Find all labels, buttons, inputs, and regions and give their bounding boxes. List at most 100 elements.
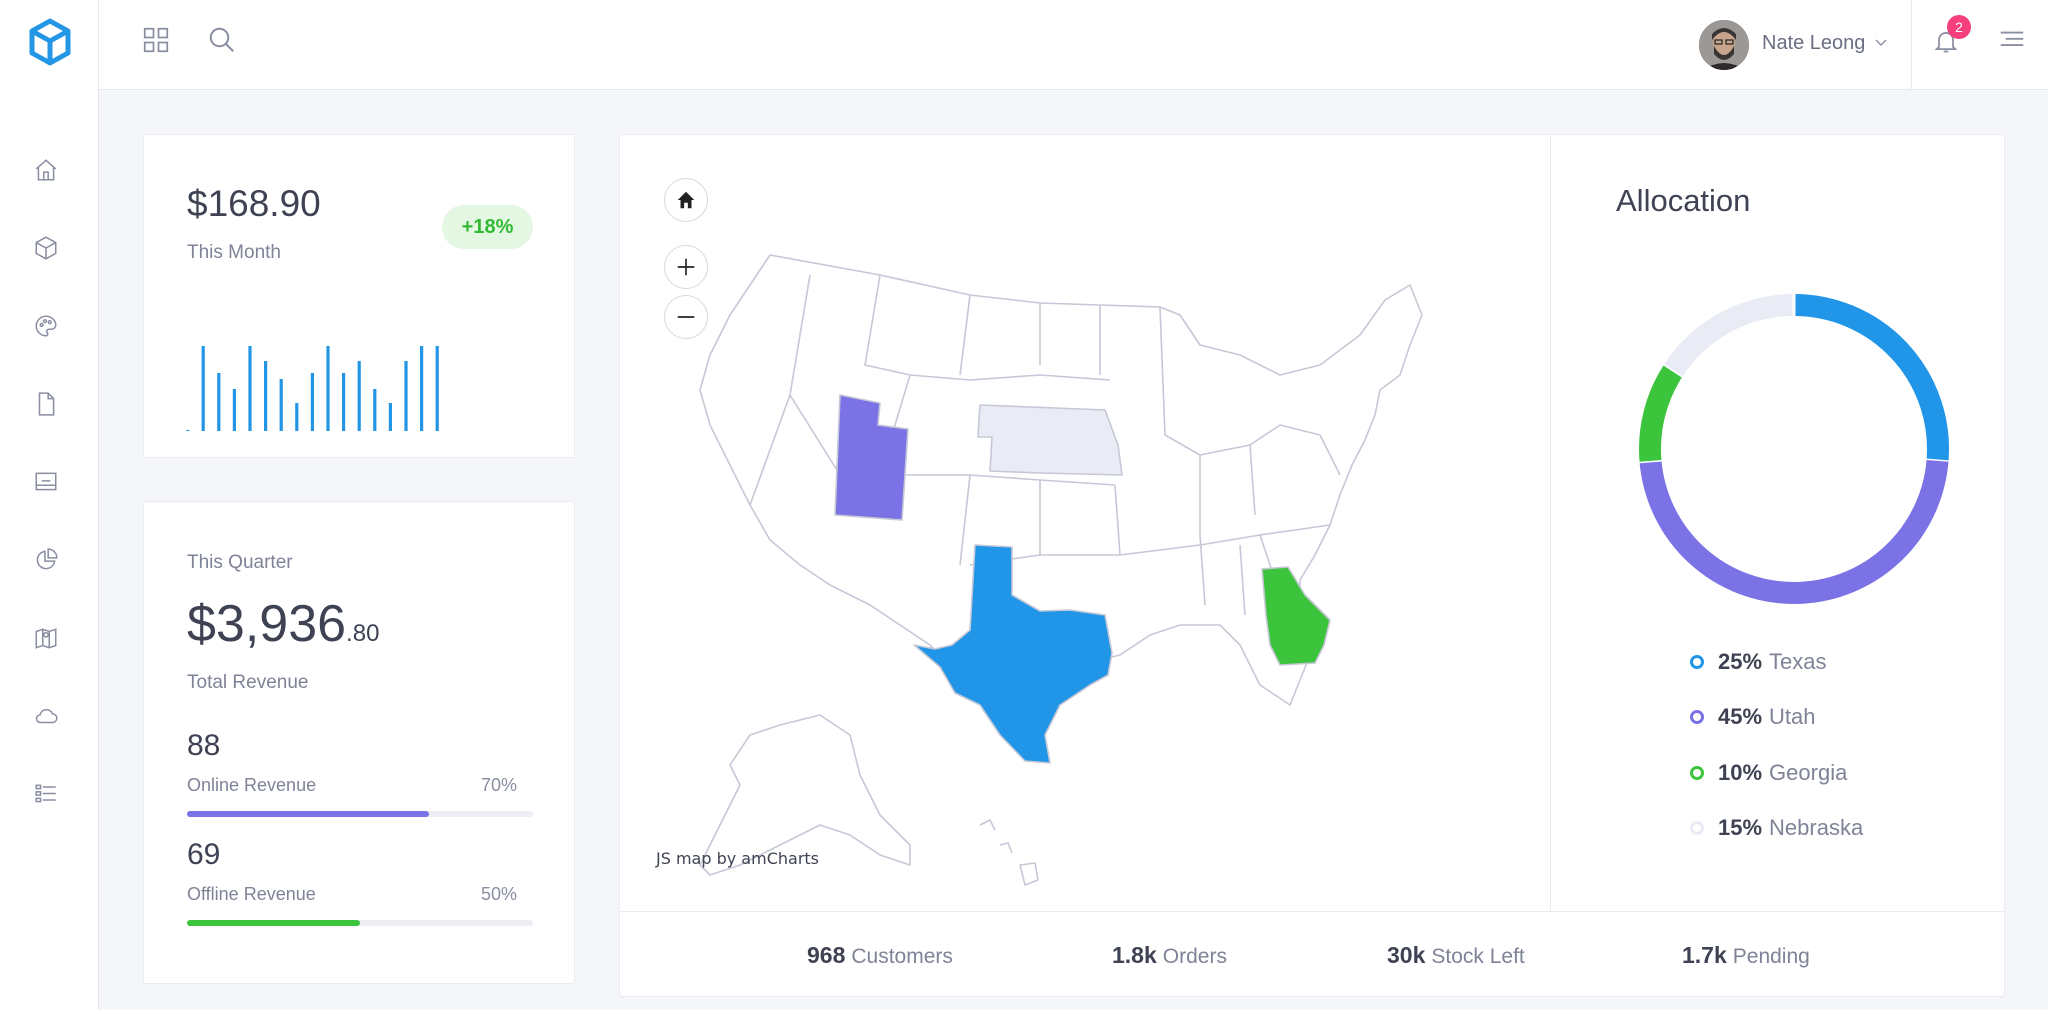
allocation-donut-chart (1628, 283, 1960, 604)
cube-icon[interactable] (30, 232, 62, 264)
total-revenue-label: Total Revenue (187, 672, 309, 693)
stat-label: Pending (1732, 945, 1810, 968)
legend-dot (1690, 710, 1704, 724)
month-bar-chart (186, 346, 439, 431)
legend-dot (1690, 766, 1704, 780)
online-revenue-progress (187, 811, 533, 817)
donut-slice-nebraska (1664, 294, 1795, 377)
stat-label: Stock Left (1431, 945, 1525, 968)
month-bar (264, 361, 268, 431)
palette-icon[interactable] (30, 310, 62, 342)
map-zoom-in-button[interactable] (664, 245, 708, 289)
plus-icon (677, 258, 695, 276)
month-bar (186, 430, 190, 431)
online-revenue-label: Online Revenue (187, 775, 317, 795)
online-revenue-percent: 70% (480, 775, 517, 795)
map-divider-horizontal (620, 911, 2006, 912)
monitor-icon[interactable] (30, 466, 62, 498)
georgia-state (1261, 566, 1331, 666)
nebraska-state (977, 404, 1123, 476)
chevron-down-icon[interactable] (1874, 35, 1888, 49)
top-header: Nate Leong 2 (99, 0, 2048, 90)
home-icon (677, 191, 695, 209)
us-map[interactable] (640, 175, 1520, 975)
pie-chart-icon[interactable] (30, 544, 62, 576)
month-change-badge: +18% (442, 205, 533, 249)
legend-label: Utah (1769, 704, 1816, 729)
legend-item-georgia: 10% Georgia (1690, 760, 1847, 786)
month-amount: $168.90 (187, 183, 321, 224)
quarter-amount: $3,936.80 (187, 594, 379, 654)
month-bar (217, 373, 221, 431)
month-bar (201, 346, 205, 431)
month-bar (357, 361, 361, 431)
quarter-label: This Quarter (187, 552, 293, 573)
month-bar (279, 379, 283, 431)
map-divider-vertical (1550, 135, 1551, 911)
quarter-amount-main: $3,936 (187, 595, 347, 653)
stat-label: Orders (1162, 945, 1227, 968)
month-bar (248, 346, 252, 431)
texas-state (913, 544, 1113, 764)
list-icon[interactable] (30, 778, 62, 810)
offline-revenue-progress (187, 920, 533, 926)
map-icon[interactable] (30, 622, 62, 654)
stat-value: 1.8k (1112, 942, 1157, 968)
this-quarter-card: This Quarter $3,936.80 Total Revenue 88 … (143, 501, 575, 984)
file-icon[interactable] (30, 388, 62, 420)
this-month-card: $168.90 This Month +18% (143, 134, 575, 458)
legend-item-utah: 45% Utah (1690, 704, 1816, 730)
stat-orders: 1.8k Orders (1112, 942, 1227, 969)
app-logo-icon[interactable] (28, 18, 72, 66)
header-divider (1911, 0, 1912, 90)
sidebar (0, 0, 99, 1010)
stat-value: 30k (1387, 942, 1426, 968)
online-revenue-value: 88 (187, 729, 221, 762)
legend-dot (1690, 821, 1704, 835)
legend-item-texas: 25% Texas (1690, 649, 1827, 675)
legend-item-nebraska: 15% Nebraska (1690, 815, 1863, 841)
map-home-button[interactable] (664, 178, 708, 222)
allocation-title: Allocation (1616, 183, 1751, 218)
month-bar (373, 389, 377, 431)
month-bar (435, 346, 439, 431)
offline-revenue-progress-fill (187, 920, 360, 926)
menu-icon[interactable] (1995, 23, 2029, 57)
user-name[interactable]: Nate Leong (1762, 32, 1866, 54)
month-bar (388, 403, 392, 431)
home-icon[interactable] (30, 154, 62, 186)
stat-value: 968 (807, 942, 846, 968)
legend-label: Georgia (1769, 760, 1848, 785)
search-icon[interactable] (205, 23, 239, 57)
map-zoom-out-button[interactable] (664, 295, 708, 339)
donut-slice-georgia (1639, 364, 1683, 462)
notification-badge: 2 (1947, 15, 1971, 39)
month-bar (326, 346, 330, 431)
user-avatar[interactable] (1699, 20, 1749, 70)
online-revenue-progress-fill (187, 811, 430, 817)
month-bar (342, 373, 346, 431)
apps-grid-icon[interactable] (139, 23, 173, 57)
state-borders (749, 274, 1341, 616)
month-bar (232, 389, 236, 431)
utah-state (834, 394, 909, 521)
stat-label: Customers (851, 945, 953, 968)
hawaii-state (979, 819, 1039, 886)
minus-icon (677, 316, 695, 318)
legend-label: Texas (1769, 649, 1827, 674)
quarter-amount-cents: .80 (346, 620, 380, 647)
legend-dot (1690, 655, 1704, 669)
legend-percent: 25% (1718, 649, 1763, 674)
offline-revenue-percent: 50% (480, 884, 517, 904)
donut-slice-utah (1639, 459, 1949, 604)
month-bar (310, 373, 314, 431)
month-bar (295, 403, 299, 431)
donut-slice-texas (1793, 294, 1949, 462)
legend-percent: 15% (1718, 815, 1763, 840)
map-credit-link[interactable]: JS map by amCharts (656, 849, 819, 868)
stat-stock-left: 30k Stock Left (1387, 942, 1525, 969)
cloud-icon[interactable] (30, 700, 62, 732)
donut-separator (1654, 356, 1693, 384)
month-bar (404, 361, 408, 431)
month-label: This Month (187, 242, 281, 263)
